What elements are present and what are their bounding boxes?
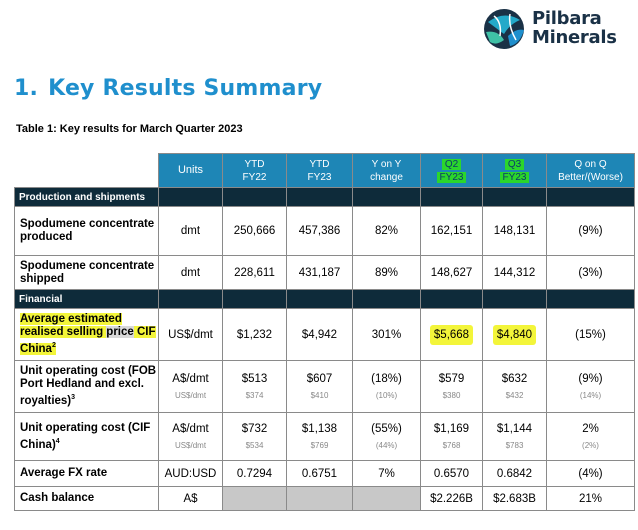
table-row: Spodumene concentrate shipped dmt 228,61… [14,255,635,290]
logo-line-2: Minerals [532,27,617,48]
cell-q2: $2.226B [420,486,483,511]
cell-yoy: (18%) (10%) [352,360,421,413]
table-caption: Table 1: Key results for March Quarter 2… [16,123,243,135]
company-logo: Pilbara Minerals [480,6,630,52]
cell-units: A$/dmt US$/dmt [158,412,223,461]
section-label: Production and shipments [14,187,159,207]
globe-logo-icon [484,9,524,49]
cell-ytd22: $732 $534 [222,412,287,461]
cell-qoq: 21% [546,486,635,511]
cell-units: AUD:USD [158,460,223,487]
row-label: Average FX rate [14,460,159,487]
cell-ytd23: 0.6751 [286,460,353,487]
row-label: Unit operating cost (CIF China)4 [14,412,159,461]
col-q-on-q: Q on Q Better/(Worse) [546,153,635,188]
cell-yoy: 301% [352,308,421,361]
cell-units: US$/dmt [158,308,223,361]
cell-q3: $2.683B [482,486,547,511]
cell-qoq: (9%) (14%) [546,360,635,413]
col-units: Units [158,153,223,188]
cell-units: A$ [158,486,223,511]
section-production: Production and shipments [14,187,635,207]
table-row: Average FX rate AUD:USD 0.7294 0.6751 7%… [14,460,635,487]
cell-ytd23 [286,486,353,511]
table-row: Spodumene concentrate produced dmt 250,6… [14,206,635,256]
table-row: Unit operating cost (FOB Port Hedland an… [14,360,635,413]
cell-q2: 0.6570 [420,460,483,487]
cell-yoy: 89% [352,255,421,290]
cell-ytd23: $4,942 [286,308,353,361]
cell-qoq: (3%) [546,255,635,290]
cell-q3: $1,144 $783 [482,412,547,461]
section-financial: Financial [14,289,635,309]
cell-yoy: 7% [352,460,421,487]
cell-q3: $632 $432 [482,360,547,413]
cell-ytd23: 431,187 [286,255,353,290]
cell-ytd22: 250,666 [222,206,287,256]
col-ytd-fy23: YTD FY23 [286,153,353,188]
cell-ytd23: $607 $410 [286,360,353,413]
row-label: Average estimated realised selling price… [14,308,159,361]
cell-q2: $579 $380 [420,360,483,413]
row-label: Cash balance [14,486,159,511]
cell-q2: $1,169 $768 [420,412,483,461]
table-row: Cash balance A$ $2.226B $2.683B 21% [14,486,635,511]
heading-title: Key Results Summary [48,76,323,101]
cell-units: dmt [158,206,223,256]
row-label: Spodumene concentrate shipped [14,255,159,290]
cell-yoy: (55%) (44%) [352,412,421,461]
heading-number: 1. [14,76,39,101]
cell-yoy [352,486,421,511]
cell-yoy: 82% [352,206,421,256]
cell-units: A$/dmt US$/dmt [158,360,223,413]
cell-units: dmt [158,255,223,290]
cell-q3: $4,840 [482,308,547,361]
col-q2-fy23: Q2 FY23 [420,153,483,188]
cell-qoq: 2% (2%) [546,412,635,461]
cell-ytd22: 228,611 [222,255,287,290]
col-q3-fy23: Q3 FY23 [482,153,547,188]
table-row: Average estimated realised selling price… [14,308,635,361]
cell-ytd23: $1,138 $769 [286,412,353,461]
cell-qoq: (4%) [546,460,635,487]
cell-q2: $5,668 [420,308,483,361]
cell-ytd23: 457,386 [286,206,353,256]
cell-qoq: (9%) [546,206,635,256]
cell-qoq: (15%) [546,308,635,361]
cell-ytd22 [222,486,287,511]
logo-line-1: Pilbara [532,8,602,29]
header-blank [14,153,159,188]
cell-q3: 148,131 [482,206,547,256]
row-label: Spodumene concentrate produced [14,206,159,256]
section-label: Financial [14,289,159,309]
cell-q3: 0.6842 [482,460,547,487]
table-row: Unit operating cost (CIF China)4 A$/dmt U… [14,412,635,461]
cell-q2: 148,627 [420,255,483,290]
section-heading: 1. Key Results Summary [14,76,322,101]
row-label: Unit operating cost (FOB Port Hedland an… [14,360,159,413]
cell-ytd22: $513 $374 [222,360,287,413]
col-ytd-fy22: YTD FY22 [222,153,287,188]
cell-ytd22: $1,232 [222,308,287,361]
cell-q2: 162,151 [420,206,483,256]
cell-ytd22: 0.7294 [222,460,287,487]
logo-wordmark: Pilbara Minerals [532,9,617,47]
cell-q3: 144,312 [482,255,547,290]
